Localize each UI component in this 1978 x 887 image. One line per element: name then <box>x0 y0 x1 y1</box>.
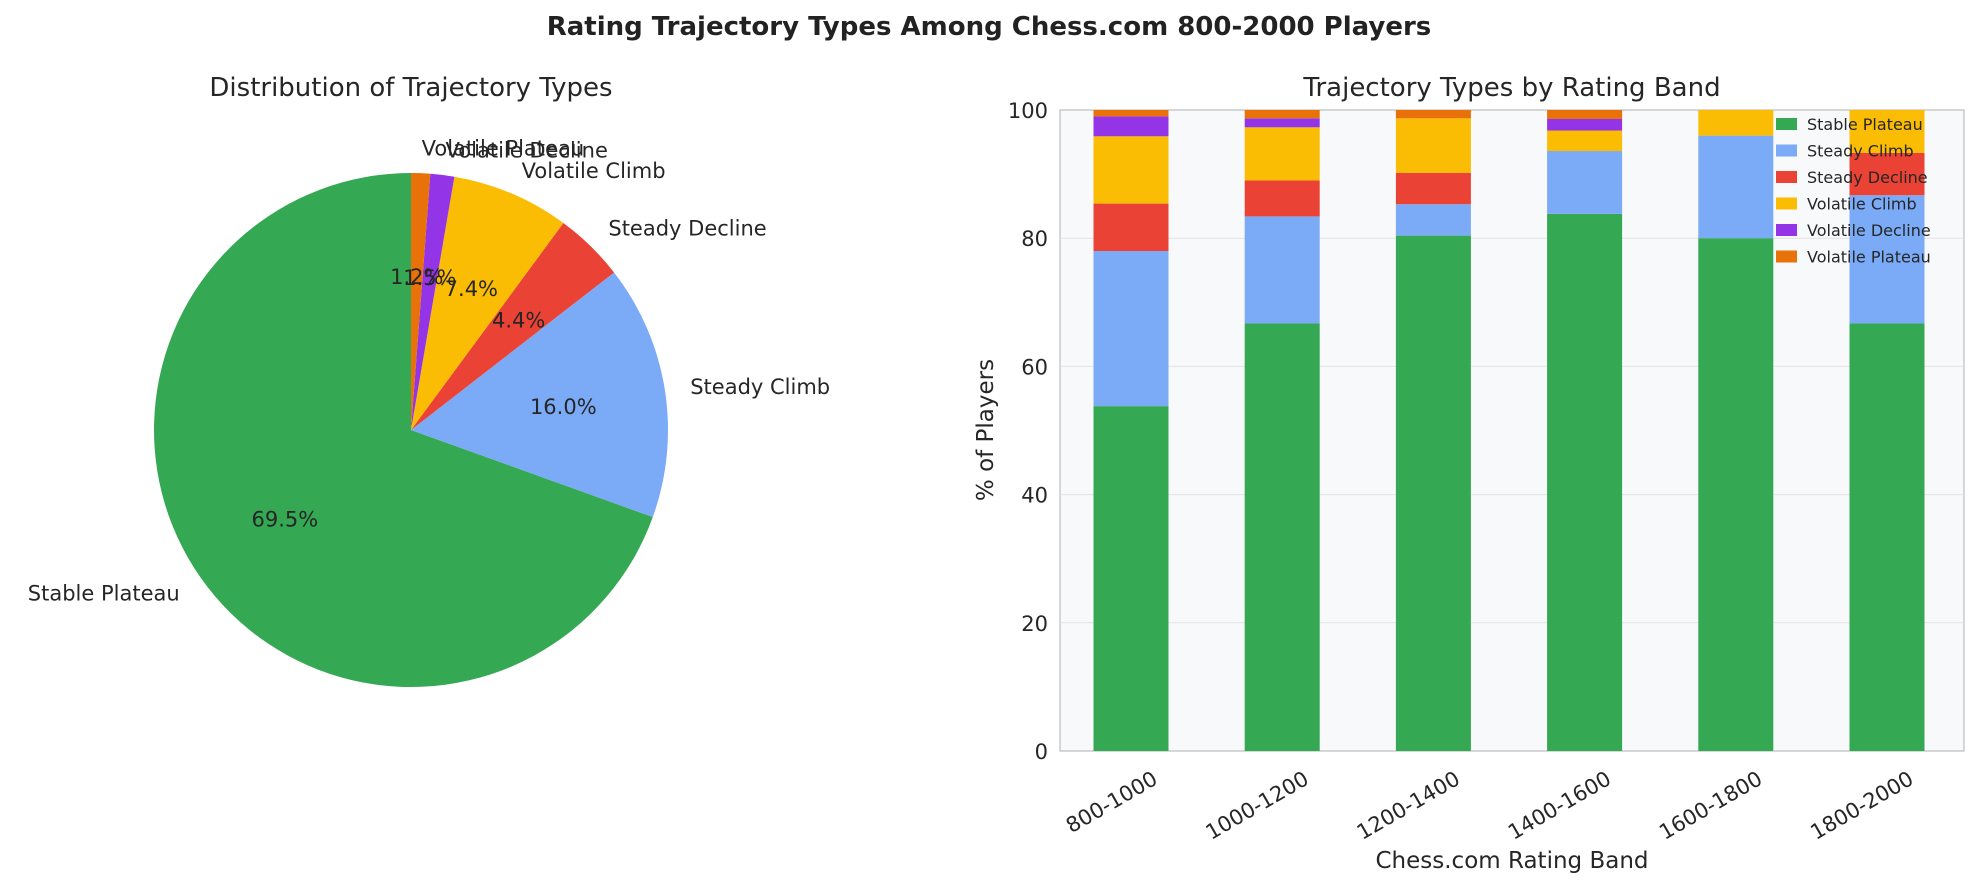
bar-1400-1600-volatile-decline <box>1547 118 1623 131</box>
bar-1200-1400-volatile-climb <box>1395 118 1471 173</box>
bar-1800-2000-stable-plateau <box>1849 323 1925 751</box>
bar-1600-1800-volatile-climb <box>1698 110 1774 136</box>
pie-pct-stable-plateau: 69.5% <box>251 508 318 532</box>
stacked-bars <box>1093 110 1925 752</box>
x-axis-label: Chess.com Rating Band <box>1375 848 1648 874</box>
legend-swatch-volatile-decline <box>1776 224 1797 236</box>
pie-labels: Stable Plateau 69.5% Steady Climb 16.0% Stea… <box>28 137 830 606</box>
pie-label-volatile-decline: Volatile Decline <box>446 138 608 162</box>
pie-label-steady-decline: Steady Decline <box>608 217 766 241</box>
y-axis-label: % of Players <box>973 359 999 501</box>
pie-chart-title: Distribution of Trajectory Types <box>209 73 612 103</box>
pie-slice-volatile-decline <box>411 173 455 430</box>
x-axis-ticks: 800-1000 1000-1200 1200-1400 1400-1600 1600-… <box>1062 767 1918 845</box>
pie-slice-steady-decline <box>411 223 615 430</box>
legend-swatch-steady-decline <box>1776 171 1797 183</box>
bar-1000-1200-volatile-plateau <box>1244 110 1320 119</box>
y-tick-label-100: 100 <box>1008 99 1048 123</box>
y-tick-label-0: 0 <box>1035 740 1048 764</box>
bar-1600-1800-steady-climb <box>1698 135 1774 239</box>
bar-1400-1600-stable-plateau <box>1547 213 1623 752</box>
bar-1400-1600-volatile-plateau <box>1547 110 1623 119</box>
y-tick-label-60: 60 <box>1021 355 1048 379</box>
bar-1200-1400-volatile-plateau <box>1395 110 1471 119</box>
bar-1800-2000-steady-decline <box>1849 152 1925 196</box>
bar-1400-1600-steady-climb <box>1547 151 1623 214</box>
pie-pct-volatile-climb: 7.4% <box>445 277 498 301</box>
x-tick-label-1400-1600: 1400-1600 <box>1504 767 1615 845</box>
bar-800-1000-volatile-climb <box>1093 136 1169 204</box>
bar-1200-1400-stable-plateau <box>1395 235 1471 752</box>
legend-label-steady-climb: Steady Climb <box>1807 142 1914 161</box>
stacked-bar-chart-panel: 0 20 40 60 80 100 800-1000 1000-1200 1200-1400 1… <box>973 73 1965 874</box>
legend-label-stable-plateau: Stable Plateau <box>1807 115 1923 134</box>
pie-pct-steady-climb: 16.0% <box>530 395 597 419</box>
legend-swatch-volatile-climb <box>1776 197 1797 210</box>
x-tick-label-1800-2000: 1800-2000 <box>1806 767 1917 845</box>
pie-slice-stable-plateau <box>153 173 653 687</box>
legend-label-volatile-climb: Volatile Climb <box>1807 195 1917 214</box>
bar-1200-1400-steady-climb <box>1395 204 1471 236</box>
bar-1000-1200-steady-climb <box>1244 216 1320 324</box>
pie-label-steady-climb: Steady Climb <box>690 375 830 399</box>
bar-1000-1200-steady-decline <box>1244 180 1320 217</box>
y-gridlines <box>1060 237 1964 624</box>
y-tick-label-80: 80 <box>1021 227 1048 251</box>
y-tick-label-40: 40 <box>1021 484 1048 508</box>
figure-suptitle: Rating Trajectory Types Among Chess.com … <box>547 12 1432 42</box>
bar-chart-title: Trajectory Types by Rating Band <box>1302 73 1720 103</box>
pie-slice-volatile-plateau <box>411 173 431 430</box>
legend: Stable Plateau Steady Climb Steady Decline… <box>1776 115 1931 267</box>
legend-label-volatile-decline: Volatile Decline <box>1807 221 1931 240</box>
x-tick-label-1200-1400: 1200-1400 <box>1353 767 1464 845</box>
legend-swatch-stable-plateau <box>1776 118 1797 130</box>
y-axis-ticks: 0 20 40 60 80 100 <box>1008 99 1048 764</box>
bar-1800-2000-volatile-climb <box>1849 110 1925 153</box>
pie-pct-volatile-decline: 1.5% <box>403 266 456 290</box>
x-tick-label-1000-1200: 1000-1200 <box>1202 767 1313 845</box>
x-tick-label-1600-1800: 1600-1800 <box>1655 767 1766 845</box>
pie-label-volatile-plateau: Volatile Plateau <box>422 137 584 161</box>
legend-swatch-steady-climb <box>1776 144 1797 157</box>
bar-800-1000-stable-plateau <box>1093 406 1169 751</box>
bar-1000-1200-volatile-climb <box>1244 127 1320 181</box>
pie-pct-volatile-plateau: 1.2% <box>390 265 443 289</box>
pie-slice-steady-climb <box>411 272 668 518</box>
bar-1200-1400-steady-decline <box>1395 172 1471 205</box>
legend-label-steady-decline: Steady Decline <box>1807 168 1928 187</box>
pie-chart-panel: Distribution of Trajectory Types Stable … <box>28 73 830 687</box>
bar-800-1000-volatile-plateau <box>1093 110 1169 117</box>
pie-slices <box>153 173 668 687</box>
bar-1600-1800-stable-plateau <box>1698 238 1774 751</box>
bar-800-1000-steady-decline <box>1093 203 1169 252</box>
pie-label-volatile-climb: Volatile Climb <box>522 159 666 183</box>
bar-800-1000-volatile-decline <box>1093 116 1169 137</box>
pie-label-stable-plateau: Stable Plateau <box>28 582 180 606</box>
pie-slice-volatile-climb <box>411 176 564 430</box>
bar-1800-2000-steady-climb <box>1849 195 1925 324</box>
x-tick-label-800-1000: 800-1000 <box>1062 767 1162 838</box>
plot-area-background <box>1059 109 1965 752</box>
legend-swatch-volatile-plateau <box>1776 250 1797 263</box>
y-tick-label-20: 20 <box>1021 612 1048 636</box>
bar-1000-1200-volatile-decline <box>1244 118 1320 128</box>
bar-800-1000-steady-climb <box>1093 251 1169 407</box>
pie-pct-steady-decline: 4.4% <box>492 309 545 333</box>
legend-label-volatile-plateau: Volatile Plateau <box>1807 248 1931 267</box>
bar-1400-1600-volatile-climb <box>1547 130 1623 152</box>
bar-1000-1200-stable-plateau <box>1244 323 1320 751</box>
